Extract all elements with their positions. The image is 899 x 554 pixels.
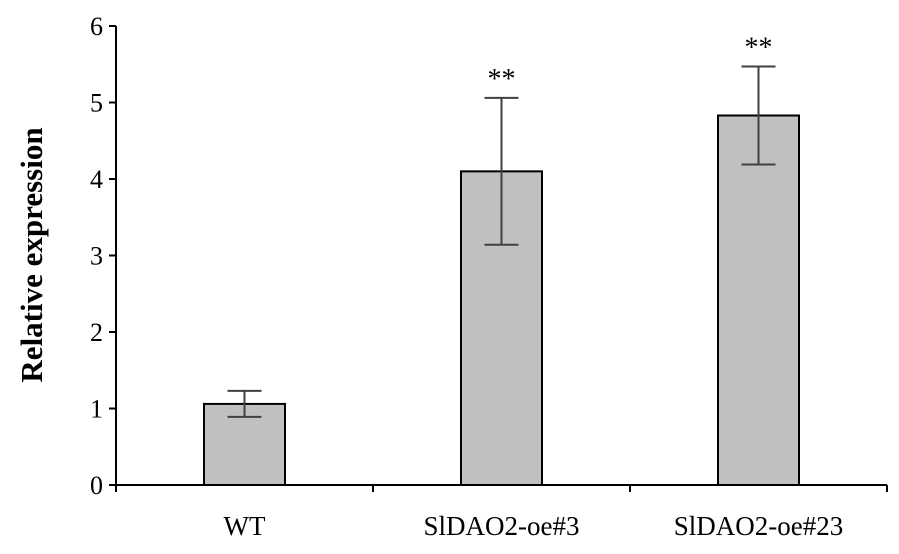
y-tick-label: 6 (90, 12, 103, 41)
y-tick-label: 2 (90, 318, 103, 347)
bar (717, 114, 800, 486)
y-axis-ticks: 0 1 2 3 4 5 6 (90, 12, 116, 500)
y-tick-label: 4 (90, 165, 103, 194)
significance-label: ** (745, 33, 773, 64)
y-tick-label: 0 (90, 471, 103, 500)
y-tick-label: 5 (90, 89, 103, 118)
category-label: SlDAO2-oe#3 (424, 511, 580, 541)
y-tick-label: 3 (90, 242, 103, 271)
y-tick-label: 1 (90, 395, 103, 424)
significance-label: ** (488, 64, 516, 95)
category-labels: WT SlDAO2-oe#3 SlDAO2-oe#23 (224, 511, 844, 541)
y-axis-title: Relative expression (14, 127, 49, 382)
significance-labels: ** ** (488, 33, 773, 95)
x-axis-ticks (115, 485, 888, 492)
category-label: SlDAO2-oe#23 (674, 511, 844, 541)
error-bar-series (227, 65, 776, 418)
category-label: WT (224, 511, 266, 541)
